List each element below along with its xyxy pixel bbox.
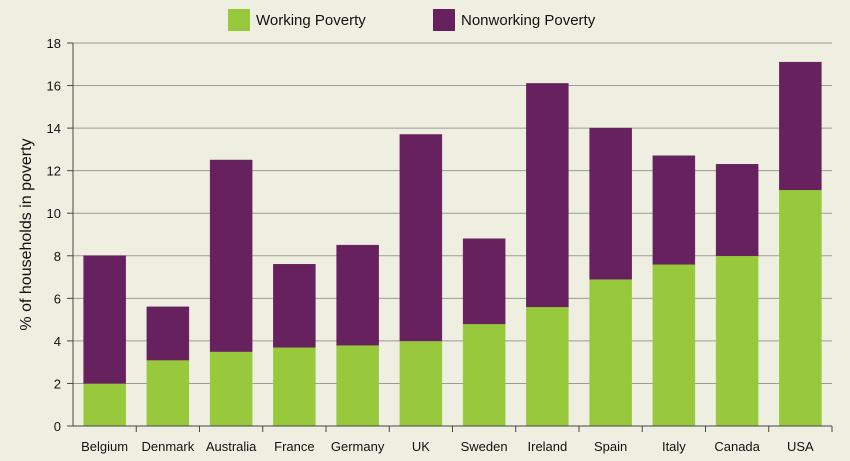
y-axis-title: % of households in poverty <box>18 138 35 330</box>
legend-label: Working Poverty <box>256 12 366 29</box>
bar-working-poverty <box>526 306 569 427</box>
x-tick-label: France <box>274 439 314 454</box>
x-tick-labels: Belgium Denmark Australia France Germany UK Sw… <box>81 439 814 454</box>
bar-nonworking-poverty <box>83 255 126 384</box>
y-tick-label: 10 <box>47 206 61 221</box>
bar-working-poverty <box>209 351 253 427</box>
y-tick-label: 8 <box>54 249 61 264</box>
x-tick-label: Sweden <box>461 439 508 454</box>
bar-nonworking-poverty <box>209 159 253 352</box>
y-tick-labels: 0 2 4 6 8 10 12 14 16 18 <box>47 36 61 434</box>
bar-working-poverty <box>652 264 696 427</box>
legend-swatch <box>228 9 250 31</box>
bar-nonworking-poverty <box>399 134 443 342</box>
x-tick-label: Spain <box>594 439 627 454</box>
bar-working-poverty <box>399 340 443 427</box>
x-tick-label: Belgium <box>81 439 128 454</box>
y-tick-label: 12 <box>47 164 61 179</box>
bar-nonworking-poverty <box>779 61 822 191</box>
x-tick-label: Ireland <box>528 439 568 454</box>
legend: Working Poverty Nonworking Poverty <box>228 9 596 31</box>
bar-nonworking-poverty <box>336 244 379 346</box>
x-tick-label: Germany <box>331 439 385 454</box>
y-tick-label: 16 <box>47 79 61 94</box>
x-tick-label: Italy <box>662 439 686 454</box>
bar-working-poverty <box>715 255 759 427</box>
bar-working-poverty <box>83 383 126 427</box>
bar-nonworking-poverty <box>589 127 632 280</box>
y-tick-label: 6 <box>54 291 61 306</box>
legend-label: Nonworking Poverty <box>461 12 596 29</box>
bar-working-poverty <box>779 189 822 427</box>
bars <box>83 61 822 427</box>
bar-working-poverty <box>336 344 379 427</box>
x-tick-label: USA <box>787 439 814 454</box>
y-tick-label: 14 <box>47 121 61 136</box>
bar-working-poverty <box>462 323 506 427</box>
axes <box>72 43 832 427</box>
bar-nonworking-poverty <box>715 164 759 257</box>
x-tick-label: Denmark <box>142 439 195 454</box>
x-tick-label: UK <box>412 439 430 454</box>
bar-nonworking-poverty <box>273 264 316 348</box>
bar-working-poverty <box>146 359 190 427</box>
gridlines <box>67 42 833 432</box>
bar-nonworking-poverty <box>526 83 569 308</box>
bar-nonworking-poverty <box>146 306 190 361</box>
bar-working-poverty <box>589 278 632 427</box>
y-tick-label: 0 <box>54 419 61 434</box>
bar-working-poverty <box>273 347 316 427</box>
y-tick-label: 4 <box>54 334 61 349</box>
bar-nonworking-poverty <box>462 238 506 325</box>
x-tick-label: Canada <box>714 439 760 454</box>
bar-nonworking-poverty <box>652 155 696 265</box>
y-tick-label: 2 <box>54 376 61 391</box>
legend-swatch <box>433 9 455 31</box>
x-tick-label: Australia <box>206 439 257 454</box>
y-tick-label: 18 <box>47 36 61 51</box>
